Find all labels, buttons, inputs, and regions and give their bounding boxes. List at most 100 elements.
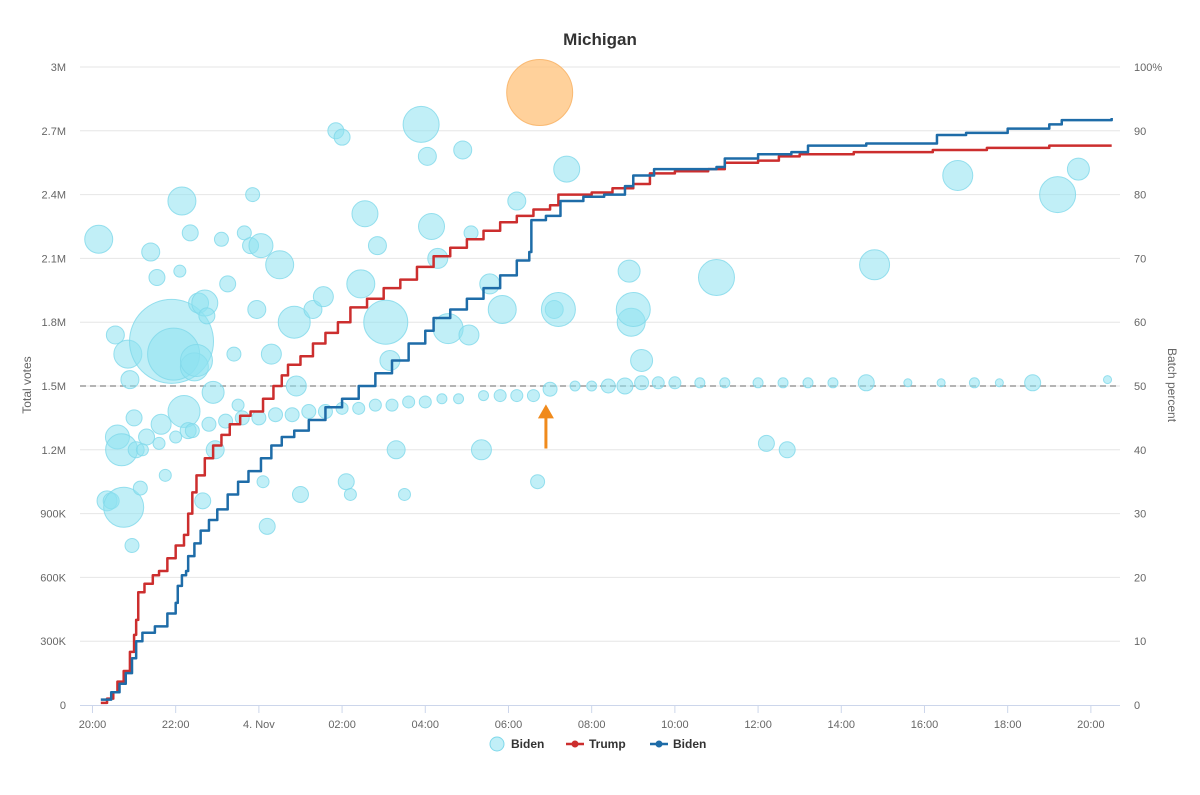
- biden-batch-bubble: [427, 247, 449, 269]
- legend-item-biden-line: Biden: [650, 737, 706, 751]
- biden-batch-bubble: [213, 231, 229, 247]
- biden-batch-bubble: [418, 395, 432, 409]
- biden-batch-bubble: [234, 410, 250, 426]
- biden-batch-bubble: [386, 440, 406, 460]
- biden-batch-bubble: [526, 389, 540, 403]
- biden-batch-bubble: [1103, 375, 1113, 385]
- x-tick-label: 06:00: [495, 719, 523, 731]
- biden-batch-bubble: [694, 377, 706, 389]
- biden-batch-bubble: [219, 275, 237, 293]
- legend-label: Trump: [589, 737, 626, 751]
- biden-batch-bubble: [634, 375, 650, 391]
- biden-batch-bubble: [251, 410, 267, 426]
- biden-batch-bubble: [651, 376, 665, 390]
- y-right-tick-label: 10: [1134, 636, 1146, 648]
- biden-batch-bubble: [284, 407, 300, 423]
- biden-batch-bubble: [968, 377, 980, 389]
- y-left-tick-label: 900K: [40, 509, 66, 521]
- biden-batch-bubble: [493, 389, 507, 403]
- biden-batch-bubble: [337, 473, 355, 491]
- biden-batch-bubble: [402, 395, 416, 409]
- biden-batch-bubble: [367, 236, 387, 256]
- biden-batch-bubble: [630, 348, 654, 372]
- x-tick-label: 18:00: [994, 719, 1022, 731]
- y-left-tick-label: 2.7M: [42, 126, 66, 138]
- biden-batch-bubble: [169, 430, 183, 444]
- y-right-tick-label: 50: [1134, 381, 1146, 393]
- x-tick-label: 10:00: [661, 719, 689, 731]
- biden-batch-bubble: [668, 376, 682, 390]
- biden-batch-bubble: [397, 487, 411, 501]
- biden-batch-bubble: [510, 389, 524, 403]
- biden-batch-bubble: [1024, 374, 1042, 392]
- highlight-bubble: [506, 59, 574, 127]
- biden-batch-bubble: [719, 377, 731, 389]
- legend-label: Biden: [673, 737, 706, 751]
- y-right-tick-label: 60: [1134, 317, 1146, 329]
- biden-batch-bubble: [158, 468, 172, 482]
- biden-batch-bubble: [586, 380, 598, 392]
- biden-batch-bubble: [333, 128, 351, 146]
- biden-batch-bubble: [1039, 176, 1077, 214]
- biden-batch-bubble: [125, 409, 143, 427]
- biden-batch-bubble: [167, 186, 197, 216]
- biden-batch-bubble: [181, 224, 199, 242]
- biden-batch-bubble: [453, 393, 465, 405]
- y-right-tick-label: 0: [1134, 700, 1140, 712]
- biden-batch-bubble: [103, 486, 145, 528]
- annotation-arrow-head: [537, 404, 554, 419]
- biden-batch-bubble: [346, 269, 376, 299]
- x-tick-label: 20:00: [1077, 719, 1105, 731]
- biden-batch-bubble: [231, 398, 245, 412]
- y-axis-right-title: Batch percent: [1165, 348, 1179, 423]
- biden-batch-bubble: [343, 487, 357, 501]
- trump-cumulative-line: [100, 144, 1112, 705]
- biden-batch-bubble: [436, 393, 448, 405]
- x-tick-label: 14:00: [828, 719, 856, 731]
- y-right-tick-label: 20: [1134, 572, 1146, 584]
- biden-batch-bubble: [530, 474, 546, 490]
- biden-batch-bubble: [615, 291, 651, 327]
- biden-batch-bubble: [1066, 157, 1090, 181]
- biden-batch-bubble: [385, 398, 399, 412]
- biden-batch-bubble: [616, 377, 634, 395]
- biden-batch-bubble: [569, 380, 581, 392]
- y-right-tick-label: 80: [1134, 190, 1146, 202]
- y-left-tick-label: 2.1M: [42, 253, 66, 265]
- y-left-tick-label: 1.2M: [42, 445, 66, 457]
- x-tick-label: 04:00: [412, 719, 440, 731]
- biden-batch-bubble: [285, 375, 307, 397]
- legend-item-trump-line: Trump: [566, 737, 626, 751]
- x-tick-label: 16:00: [911, 719, 939, 731]
- biden-batch-bubble: [458, 324, 480, 346]
- biden-batch-bubble: [903, 378, 913, 388]
- biden-batch-bubble: [777, 377, 789, 389]
- legend-bubble-marker: [489, 736, 505, 752]
- biden-batch-bubble: [402, 105, 440, 143]
- biden-batch-bubble: [179, 343, 213, 377]
- y-left-tick-label: 1.5M: [42, 381, 66, 393]
- biden-batch-bubble: [124, 538, 140, 553]
- biden-batch-bubble: [553, 155, 581, 183]
- x-tick-label: 20:00: [79, 719, 107, 731]
- biden-batch-bubble: [277, 305, 311, 339]
- biden-batch-bubble: [105, 325, 125, 345]
- biden-batch-bubble: [84, 224, 114, 254]
- biden-batch-bubble: [418, 213, 446, 240]
- biden-batch-bubble: [198, 307, 216, 325]
- y-left-tick-label: 0: [60, 700, 66, 712]
- biden-batch-bubble: [265, 250, 295, 280]
- chart-title: Michigan: [563, 30, 637, 49]
- biden-batch-bubble: [600, 378, 616, 394]
- legend-line-dot: [655, 740, 663, 748]
- biden-batch-bubble: [245, 187, 261, 203]
- biden-batch-bubble: [363, 299, 409, 345]
- biden-batch-bubble: [507, 191, 527, 211]
- y-left-tick-label: 300K: [40, 636, 66, 648]
- x-tick-label: 22:00: [162, 719, 190, 731]
- biden-batch-bubble: [417, 146, 437, 166]
- biden-batch-bubble: [148, 269, 166, 287]
- y-right-tick-label: 100%: [1134, 62, 1162, 74]
- x-tick-label: 08:00: [578, 719, 606, 731]
